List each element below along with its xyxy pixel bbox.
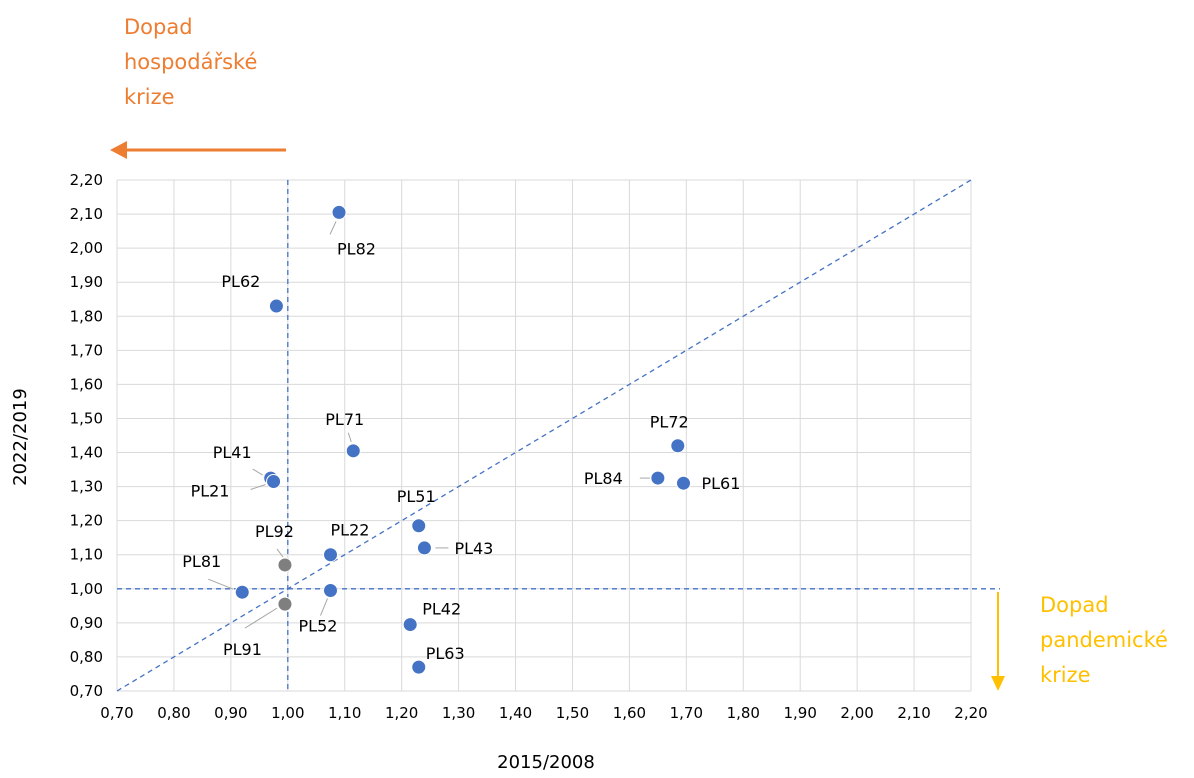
point-label-pl62: PL62 (221, 272, 260, 291)
point-label-pl63: PL63 (426, 644, 465, 663)
point-label-pl61: PL61 (701, 474, 740, 493)
leader-pl71 (347, 432, 352, 442)
point-label-pl42: PL42 (422, 600, 461, 619)
economic-crisis-annotation: Dopad hospodářské krize (124, 10, 257, 115)
x-tick-label: 2,10 (897, 704, 930, 722)
point-label-pl22: PL22 (331, 521, 370, 540)
leader-pl21 (250, 484, 266, 490)
point-pl62 (268, 298, 284, 314)
point-labels: PL82 PL62 PL71 PL41 PL21 PL72 PL84 PL61 PL51 PL43… (182, 239, 740, 663)
y-tick-label: 1,90 (70, 273, 103, 291)
x-tick-label: 1,90 (783, 704, 816, 722)
point-label-pl43: PL43 (454, 539, 493, 558)
point-pl42 (402, 617, 418, 633)
point-label-pl71: PL71 (325, 410, 364, 429)
x-tick-label: 1,30 (442, 704, 475, 722)
economic-crisis-line-1: Dopad (124, 15, 193, 39)
point-label-pl72: PL72 (650, 413, 689, 432)
economic-crisis-line-3: krize (124, 85, 175, 109)
economic-crisis-line-2: hospodářské (124, 50, 258, 74)
y-tick-label: 0,70 (70, 682, 103, 700)
annotation-arrows (110, 141, 1005, 691)
leader-pl52 (320, 598, 328, 616)
point-pl91 (277, 596, 293, 612)
y-tick-label: 0,80 (70, 648, 103, 666)
x-tick-label: 1,40 (499, 704, 532, 722)
y-tick-label: 1,00 (70, 580, 103, 598)
x-tick-label: 0,70 (100, 704, 133, 722)
leader-pl81 (208, 578, 234, 590)
pandemic-crisis-annotation: Dopad pandemické krize (1040, 588, 1168, 693)
y-tick-label: 2,10 (70, 205, 103, 223)
pandemic-crisis-line-2: pandemické (1040, 628, 1168, 652)
x-tick-label: 2,20 (954, 704, 987, 722)
leader-pl82 (329, 221, 337, 235)
y-tick-label: 1,50 (70, 409, 103, 427)
y-tick-label: 1,20 (70, 512, 103, 530)
y-axis-title: 2022/2019 (10, 388, 31, 486)
x-tick-label: 2,00 (840, 704, 873, 722)
pandemic-arrow-head (991, 676, 1005, 691)
point-pl22 (323, 547, 338, 563)
y-tick-label: 2,00 (70, 239, 103, 257)
economic-arrow-head (110, 141, 127, 159)
x-tick-label: 1,20 (385, 704, 418, 722)
point-pl43 (416, 540, 432, 556)
point-pl72 (670, 438, 686, 454)
x-tick-label: 1,10 (328, 704, 361, 722)
leader-pl91 (244, 607, 278, 629)
x-tick-label: 1,80 (727, 704, 760, 722)
point-pl51 (411, 518, 427, 534)
point-pl81 (234, 584, 250, 600)
point-label-pl92: PL92 (255, 522, 294, 541)
reference-line-diagonal (116, 179, 972, 692)
point-pl21 (266, 473, 282, 489)
label-leaders (208, 221, 650, 629)
point-pl71 (345, 443, 361, 459)
x-tick-label: 1,50 (556, 704, 589, 722)
y-tick-label: 1,40 (70, 444, 103, 462)
y-tick-label: 1,10 (70, 546, 103, 564)
point-pl82 (331, 204, 347, 220)
point-label-pl41: PL41 (213, 443, 252, 462)
y-tick-label: 2,20 (70, 171, 103, 189)
x-tick-label: 1,60 (613, 704, 646, 722)
y-tick-label: 0,90 (70, 614, 103, 632)
leader-pl41 (252, 468, 263, 476)
y-tick-label: 1,70 (70, 341, 103, 359)
point-pl52 (323, 583, 338, 599)
x-axis-title: 2015/2008 (497, 752, 595, 773)
point-label-pl52: PL52 (299, 617, 338, 636)
point-pl63 (411, 659, 427, 675)
y-tick-label: 1,30 (70, 478, 103, 496)
x-tick-label: 0,80 (157, 704, 190, 722)
point-label-pl82: PL82 (337, 239, 376, 258)
pandemic-crisis-line-3: krize (1040, 663, 1091, 687)
point-label-pl91: PL91 (223, 640, 262, 659)
point-pl61 (675, 475, 691, 491)
point-pl92 (277, 557, 293, 573)
leader-pl92 (276, 548, 284, 558)
point-label-pl21: PL21 (191, 481, 230, 500)
tick-labels: 0,70 0,80 0,90 1,00 1,10 1,20 1,30 1,40 1,50 1,60… (70, 171, 988, 722)
x-tick-label: 0,90 (214, 704, 247, 722)
reference-lines (116, 179, 1000, 692)
x-tick-label: 1,70 (670, 704, 703, 722)
x-tick-label: 1,00 (271, 704, 304, 722)
point-label-pl81: PL81 (182, 552, 221, 571)
data-points (234, 204, 691, 675)
point-pl84 (650, 470, 666, 486)
point-label-pl51: PL51 (397, 487, 436, 506)
y-tick-label: 1,60 (70, 375, 103, 393)
pandemic-crisis-line-1: Dopad (1040, 593, 1109, 617)
y-tick-label: 1,80 (70, 307, 103, 325)
point-label-pl84: PL84 (584, 469, 623, 488)
